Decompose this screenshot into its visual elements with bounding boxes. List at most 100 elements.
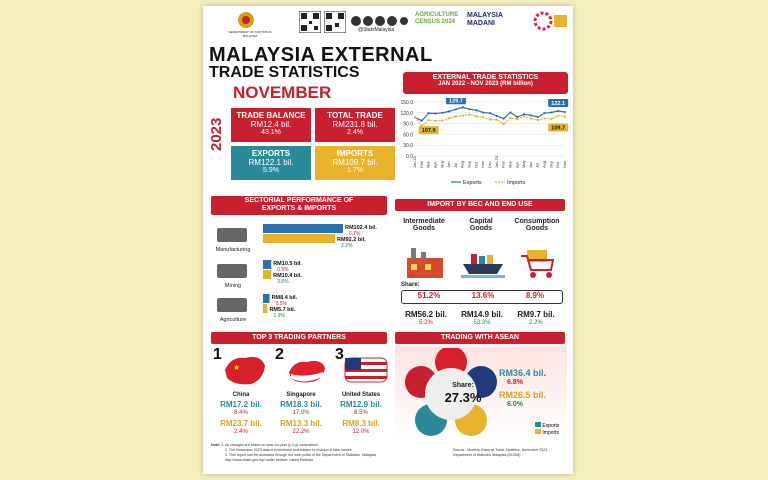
x-tick-label: Oct — [473, 161, 478, 168]
asean-flower-graphic — [405, 348, 497, 436]
title-year: 2023 — [208, 117, 225, 151]
data-point — [427, 118, 430, 122]
data-point — [557, 114, 560, 117]
callout-imports-last-bg — [548, 123, 569, 132]
x-tick-label: Feb — [419, 160, 424, 168]
singapore-map-icon — [289, 360, 325, 383]
sector-icon-tractor — [217, 298, 247, 312]
data-point — [550, 117, 553, 121]
title-month: NOVEMBER — [233, 83, 332, 102]
data-point — [563, 115, 567, 118]
infographic-poster: DEPARTMENT OF STATISTICS MALAYSIA @Stats… — [203, 6, 573, 474]
bec-share-intermediate: 51.2% — [417, 291, 441, 300]
kpi-trade-balance: TRADE BALANCE RM12.4 bil. 43.1% — [231, 108, 311, 142]
partners-section: 1 ★ China RM17.2 bil. 8.4% RM23.7 bil. 2… — [211, 346, 391, 441]
data-point — [529, 117, 533, 120]
x-tick-label: Jun — [528, 162, 533, 168]
bar-imports-agriculture — [263, 304, 268, 313]
sector-name: Manufacturing — [216, 247, 251, 253]
dosm-crest-logo — [235, 10, 257, 30]
data-point — [482, 116, 485, 119]
sector-imports-change: 2.2% — [341, 243, 353, 249]
title-line2: TRADE STATISTICS — [209, 64, 360, 81]
callout-exports-peak-bg — [445, 98, 466, 105]
x-tick-label: Aug — [460, 161, 465, 168]
data-point — [434, 119, 437, 122]
sectoral-header: SECTORIAL PERFORMANCE OF EXPORTS & IMPOR… — [211, 196, 387, 215]
data-point — [509, 116, 512, 119]
x-tick-label: Dec — [487, 161, 492, 168]
callout-exports-peak: 129.7 — [449, 98, 463, 104]
data-point — [529, 114, 533, 117]
asean-exports: RM36.4 bil. — [499, 368, 547, 378]
sector-name: Agriculture — [220, 317, 246, 323]
partner-singapore: 2 Singapore RM18.3 bil. 17.0% RM13.3 bil… — [271, 346, 331, 441]
qr-code-icon[interactable] — [298, 10, 322, 34]
bar-exports-manufacturing — [263, 224, 343, 233]
usa-map-icon — [344, 357, 388, 383]
shopping-cart-icon — [521, 250, 555, 278]
data-point — [482, 111, 485, 114]
footer-notes: Note: 1. All changes are based on year-o… — [211, 443, 377, 462]
data-point — [488, 112, 492, 115]
data-point — [563, 110, 567, 114]
bar-imports-mining — [263, 270, 272, 279]
trend-header: EXTERNAL TRADE STATISTICS JAN 2022 - NOV… — [403, 72, 568, 94]
asean-exports-change: 6.8% — [507, 379, 523, 386]
data-point — [441, 119, 444, 122]
sector-exports-change: 0.5% — [276, 301, 288, 307]
data-point — [413, 116, 417, 119]
callout-imports-last: 109.7 — [551, 126, 565, 132]
bar-exports-mining — [263, 260, 272, 269]
bec-items: Intermediate Goods Capital Goods Consumpti… — [395, 216, 565, 331]
x-tick-label: Feb — [501, 160, 506, 168]
x-tick-label: Aug — [542, 161, 547, 168]
x-tick-label: Apr — [432, 161, 437, 168]
x-tick-label: Oct — [555, 161, 560, 168]
x-tick-label: Nov — [480, 161, 485, 168]
data-point — [468, 113, 471, 116]
sector-imports-change: 1.9% — [273, 313, 285, 319]
x-tick-label: Nov — [562, 161, 567, 168]
sdg-wheel-logo — [533, 11, 569, 31]
data-point — [454, 115, 458, 118]
asean-share-label: Share: — [452, 382, 474, 389]
social-handle: @StatsMalaysia — [358, 27, 395, 33]
data-point — [495, 118, 498, 121]
data-point — [536, 116, 539, 119]
asean-share-value: 27.3% — [444, 390, 482, 405]
callout-imports-first-bg — [418, 126, 439, 135]
data-point — [543, 117, 546, 120]
bec-label-consumption: Consumption Goods — [514, 218, 560, 232]
bec-label-intermediate: Intermediate Goods — [403, 218, 445, 232]
sector-imports-value: RM92.2 bil. — [337, 237, 366, 243]
x-tick-label: Jul — [535, 163, 540, 168]
y-tick-label: 30.0 — [403, 143, 413, 149]
dept-text: DEPARTMENT OF STATISTICS MALAYSIA — [228, 30, 272, 38]
asean-header: TRADING WITH ASEAN — [395, 332, 565, 344]
partner-china: 1 ★ China RM17.2 bil. 8.4% RM23.7 bil. 2… — [211, 346, 271, 441]
madani-logo: MALAYSIA MADANI — [467, 12, 503, 27]
y-tick-label: 90.0 — [403, 122, 413, 128]
qr-code-icon-2[interactable] — [323, 10, 347, 34]
bar-imports-manufacturing — [263, 234, 336, 243]
data-point — [454, 108, 458, 111]
x-tick-label: May — [439, 160, 444, 168]
bec-share-consumption: 8.9% — [525, 291, 545, 300]
x-tick-label: May — [521, 160, 526, 168]
sector-exports-value: RM10.5 bil. — [273, 261, 302, 267]
china-map-icon: ★ — [225, 357, 265, 385]
kpi-exports: EXPORTS RM122.1 bil. 5.9% — [231, 146, 311, 180]
data-point — [447, 110, 451, 113]
data-point — [475, 109, 478, 112]
data-point — [509, 111, 512, 114]
data-point — [461, 114, 464, 117]
sector-icon-factory — [217, 228, 247, 242]
data-point — [557, 109, 560, 113]
x-tick-label: Jan-22 — [412, 155, 417, 168]
callout-exports-last-bg — [548, 99, 569, 108]
asean-imports-change: 6.0% — [507, 401, 523, 408]
bec-label-capital: Capital Goods — [469, 218, 493, 232]
y-tick-label: 60.0 — [403, 132, 413, 138]
